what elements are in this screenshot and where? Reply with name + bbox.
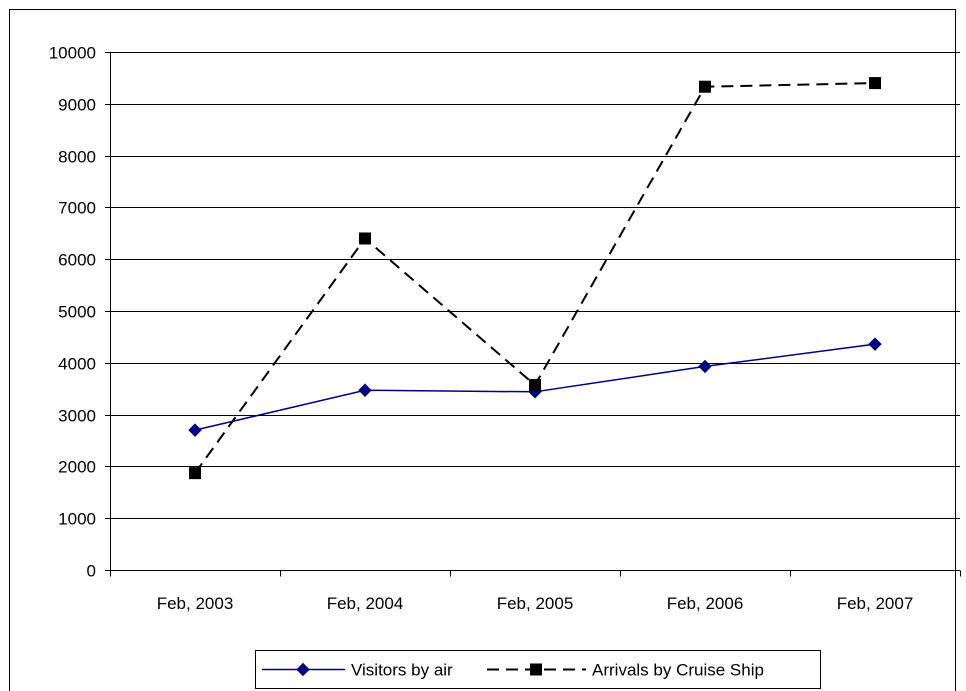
y-tick-label: 4000 bbox=[58, 355, 96, 374]
data-point-square bbox=[869, 77, 881, 90]
data-point-square bbox=[189, 467, 201, 480]
legend-label-cruise: Arrivals by Cruise Ship bbox=[592, 661, 764, 680]
data-point-diamond bbox=[698, 359, 712, 374]
legend-marker-diamond bbox=[296, 662, 310, 677]
x-tick-label: Feb, 2005 bbox=[497, 594, 574, 613]
legend-label-visitors: Visitors by air bbox=[351, 661, 453, 680]
y-tick-label: 2000 bbox=[58, 458, 96, 477]
data-point-square bbox=[699, 80, 711, 93]
chart-border bbox=[9, 9, 956, 691]
data-point-square bbox=[359, 232, 371, 245]
data-point-square bbox=[529, 379, 541, 392]
series-lines bbox=[188, 77, 882, 480]
y-tick-label: 6000 bbox=[58, 251, 96, 270]
y-tick-label: 0 bbox=[87, 562, 96, 581]
axes: 0 1000 2000 3000 4000 5000 6000 7000 8000 9000 100… bbox=[49, 44, 961, 613]
y-tick-label: 10000 bbox=[49, 44, 96, 63]
x-tick-label: Feb, 2003 bbox=[157, 594, 234, 613]
x-tick-label: Feb, 2007 bbox=[837, 594, 914, 613]
legend-marker-square bbox=[530, 663, 542, 676]
y-tick-label: 1000 bbox=[58, 510, 96, 529]
x-tick-label: Feb, 2004 bbox=[327, 594, 404, 613]
data-point-diamond bbox=[868, 337, 882, 351]
data-point-diamond bbox=[188, 423, 202, 437]
data-point-diamond bbox=[358, 383, 372, 397]
y-tick-label: 8000 bbox=[58, 148, 96, 167]
y-tick-label: 9000 bbox=[58, 96, 96, 115]
y-tick-label: 5000 bbox=[58, 303, 96, 322]
grid-lines bbox=[110, 52, 960, 519]
y-tick-label: 7000 bbox=[58, 199, 96, 218]
legend: Visitors by air Arrivals by Cruise Ship bbox=[255, 650, 821, 689]
x-tick-label: Feb, 2006 bbox=[667, 594, 744, 613]
y-tick-label: 3000 bbox=[58, 407, 96, 426]
